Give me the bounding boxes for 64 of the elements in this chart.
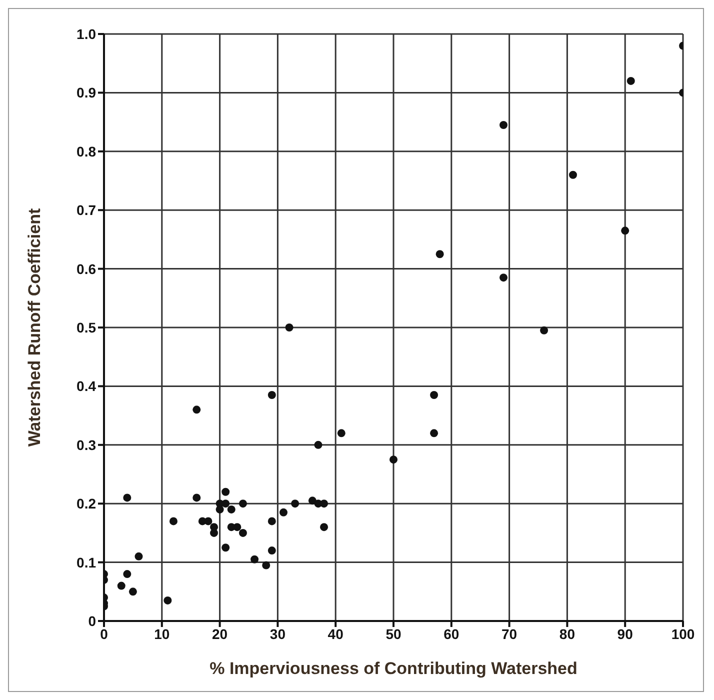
point [222, 500, 230, 508]
y-tick-label: 0.6 [76, 260, 96, 277]
y-tick-label: 0.1 [76, 554, 96, 570]
point [390, 456, 398, 464]
x-tick-label: 40 [328, 626, 344, 642]
point [169, 517, 178, 526]
point [123, 570, 132, 578]
point [320, 500, 328, 508]
point [337, 429, 346, 438]
point [238, 528, 247, 537]
point [192, 494, 201, 502]
point [320, 523, 328, 532]
x-tick-label: 0 [100, 626, 108, 642]
point [621, 226, 630, 235]
x-tick-label: 100 [671, 626, 695, 642]
x-tick-label: 10 [154, 626, 170, 642]
y-tick-label: 0.9 [76, 84, 96, 101]
point [134, 552, 143, 560]
y-tick-label: 0.5 [76, 319, 96, 336]
x-tick-label: 80 [559, 626, 576, 642]
point [222, 544, 230, 552]
point [164, 596, 172, 604]
point [436, 250, 444, 258]
point [430, 429, 438, 438]
x-tick-label: 60 [444, 626, 460, 642]
point [626, 76, 635, 85]
point [222, 488, 230, 496]
x-tick-label: 20 [212, 626, 228, 642]
y-tick-label: 0.2 [76, 496, 96, 512]
x-axis-title: % Imperviousness of Contributing Watershed [210, 659, 578, 678]
point [540, 326, 548, 334]
y-tick-label: 0.7 [76, 202, 96, 218]
point [233, 523, 242, 532]
x-tick-label: 50 [386, 626, 402, 642]
point [568, 170, 577, 179]
y-tick-label: 1.0 [76, 26, 96, 42]
x-tick-label: 70 [502, 626, 518, 642]
y-tick-label: 0 [88, 612, 96, 629]
point [128, 588, 137, 596]
y-tick-label: 0.3 [76, 436, 96, 453]
y-axis-title: Watershed Runoff Coefficient [25, 208, 44, 447]
point [268, 546, 276, 555]
x-tick-label: 90 [617, 626, 634, 642]
point [500, 120, 508, 129]
point [430, 391, 438, 400]
point [192, 406, 201, 414]
point [285, 324, 294, 332]
x-tick-label: 30 [270, 626, 286, 642]
point [117, 582, 126, 590]
point [262, 561, 270, 570]
point [227, 505, 236, 514]
point [314, 440, 322, 449]
point [268, 517, 276, 526]
point [250, 555, 259, 564]
point [268, 391, 276, 400]
point [238, 500, 247, 508]
point [123, 494, 132, 502]
point [308, 496, 316, 505]
y-tick-label: 0.4 [76, 378, 96, 394]
point [291, 500, 300, 508]
point [279, 508, 288, 516]
point [500, 274, 508, 282]
point [204, 517, 212, 526]
y-tick-label: 0.8 [76, 143, 96, 160]
